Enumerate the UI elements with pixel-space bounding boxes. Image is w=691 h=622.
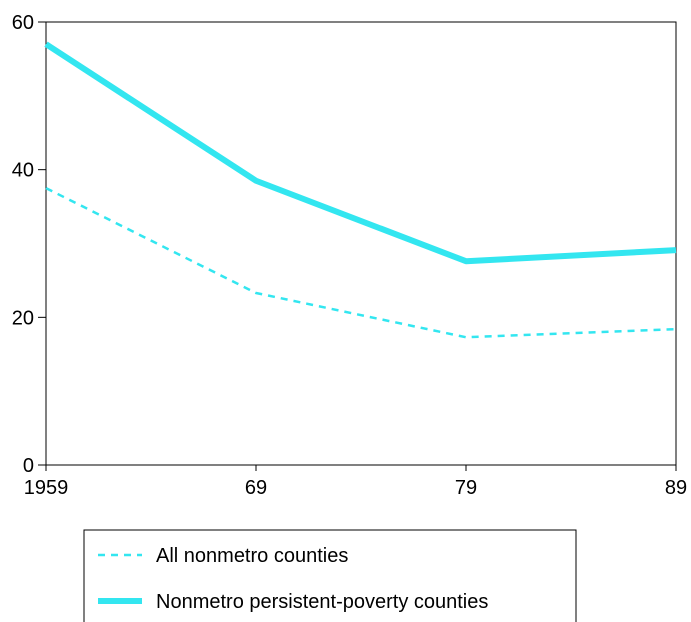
x-tick-label: 69 bbox=[245, 477, 267, 499]
y-tick-label: 0 bbox=[23, 455, 34, 477]
series-line-persistent-poverty bbox=[44, 41, 677, 265]
y-tick-label: 60 bbox=[12, 12, 34, 34]
legend-box bbox=[83, 529, 577, 622]
y-axis-ticks: 0 20 40 60 bbox=[12, 12, 46, 477]
series-line-all-nonmetro bbox=[45, 187, 677, 339]
y-tick-label: 20 bbox=[12, 307, 34, 329]
legend-label-persistent-poverty: Nonmetro persistent-poverty counties bbox=[156, 591, 488, 613]
legend-label-all-nonmetro: All nonmetro counties bbox=[156, 545, 348, 567]
plot-area-frame bbox=[45, 21, 677, 466]
legend: All nonmetro counties Nonmetro persisten… bbox=[83, 529, 577, 622]
x-tick-label: 79 bbox=[455, 477, 477, 499]
x-axis-ticks: 1959 69 79 89 bbox=[24, 465, 687, 499]
y-tick-label: 40 bbox=[12, 160, 34, 182]
x-tick-label: 1959 bbox=[24, 477, 69, 499]
x-tick-label: 89 bbox=[665, 477, 687, 499]
chart-series bbox=[44, 41, 677, 339]
